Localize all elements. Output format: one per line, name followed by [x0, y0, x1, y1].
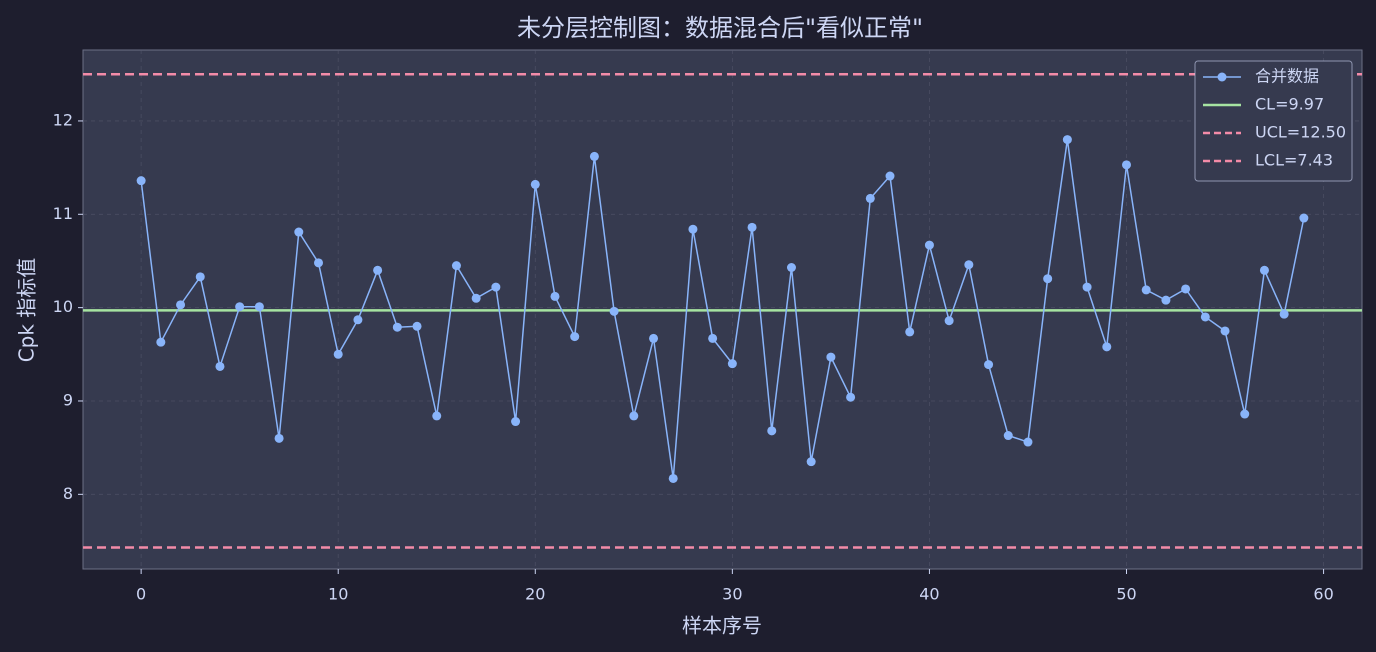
data-point	[747, 222, 757, 232]
data-point	[786, 262, 796, 272]
data-point	[274, 433, 284, 443]
x-tick-label: 50	[1116, 585, 1136, 604]
data-point	[609, 306, 619, 316]
data-point	[629, 411, 639, 421]
data-point	[767, 426, 777, 436]
data-point	[846, 392, 856, 402]
data-point	[136, 176, 146, 186]
data-point	[964, 260, 974, 270]
data-point	[156, 337, 166, 347]
legend-box	[1194, 60, 1353, 182]
data-point	[708, 333, 718, 343]
legend-label: 合并数据	[1255, 67, 1319, 86]
data-point	[1259, 265, 1269, 275]
y-tick-label: 8	[63, 484, 73, 503]
legend-label: UCL=12.50	[1255, 123, 1346, 142]
y-tick-label: 11	[53, 204, 73, 223]
data-point	[392, 322, 402, 332]
y-axis-label: Cpk 指标值	[15, 258, 39, 363]
x-tick-label: 10	[328, 585, 348, 604]
data-point	[1161, 295, 1171, 305]
data-point	[176, 300, 186, 310]
legend-label: LCL=7.43	[1255, 151, 1333, 170]
data-point	[1043, 274, 1053, 284]
data-point	[727, 359, 737, 369]
data-point	[254, 302, 264, 312]
y-tick-label: 9	[63, 390, 73, 409]
data-point	[1200, 312, 1210, 322]
data-point	[924, 240, 934, 250]
data-point	[451, 261, 461, 271]
data-point	[649, 333, 659, 343]
x-tick-label: 30	[722, 585, 742, 604]
data-point	[1121, 160, 1131, 170]
y-tick-label: 10	[53, 297, 73, 316]
data-point	[314, 258, 324, 268]
y-tick-label: 12	[53, 110, 73, 129]
data-point	[373, 265, 383, 275]
legend-marker	[1217, 72, 1227, 82]
x-axis-label: 样本序号	[682, 614, 762, 638]
data-point	[235, 302, 245, 312]
data-point	[1062, 135, 1072, 145]
data-point	[471, 293, 481, 303]
x-tick-label: 20	[525, 585, 545, 604]
data-point	[1003, 431, 1013, 441]
data-point	[550, 291, 560, 301]
data-point	[1141, 285, 1151, 295]
data-point	[589, 151, 599, 161]
data-point	[1181, 284, 1191, 294]
x-tick-label: 0	[136, 585, 146, 604]
data-point	[806, 457, 816, 467]
data-point	[1023, 437, 1033, 447]
legend-label: CL=9.97	[1255, 95, 1324, 114]
data-point	[984, 360, 994, 370]
data-point	[826, 352, 836, 362]
x-tick-label: 40	[919, 585, 939, 604]
data-point	[885, 171, 895, 181]
data-point	[333, 349, 343, 359]
x-tick-label: 60	[1313, 585, 1333, 604]
data-point	[294, 227, 304, 237]
data-point	[491, 282, 501, 292]
data-point	[412, 321, 422, 331]
data-point	[1082, 282, 1092, 292]
data-point	[215, 361, 225, 371]
data-point	[688, 224, 698, 234]
data-point	[353, 315, 363, 325]
data-point	[668, 473, 678, 483]
data-point	[195, 272, 205, 282]
data-point	[1279, 309, 1289, 319]
data-point	[530, 179, 540, 189]
chart-title: 未分层控制图：数据混合后"看似正常"	[517, 14, 923, 42]
data-point	[1102, 342, 1112, 352]
data-point	[944, 316, 954, 326]
data-point	[905, 327, 915, 337]
data-point	[865, 193, 875, 203]
data-point	[1299, 213, 1309, 223]
data-point	[570, 332, 580, 342]
data-point	[432, 411, 442, 421]
data-point	[511, 417, 521, 427]
data-point	[1220, 326, 1230, 336]
data-point	[1240, 409, 1250, 419]
data-line	[140, 139, 1305, 479]
